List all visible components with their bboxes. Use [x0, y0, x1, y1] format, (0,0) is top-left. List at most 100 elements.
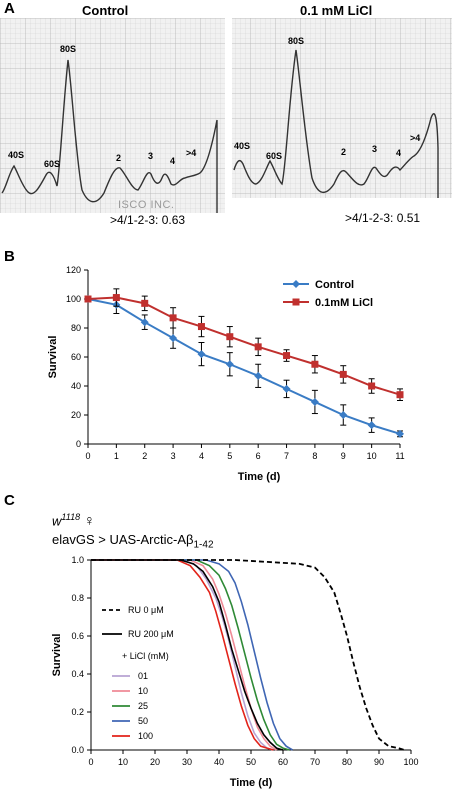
survival-curve-4 — [91, 559, 290, 751]
female-symbol: ♀ — [83, 512, 95, 530]
y-tick-label-b: 20 — [71, 410, 81, 420]
x-tick-label-b: 2 — [142, 451, 147, 461]
x-tick-label-b: 1 — [114, 451, 119, 461]
peak-label-2-control: 2 — [116, 153, 121, 163]
y-tick-label-b: 40 — [71, 381, 81, 391]
data-point — [112, 294, 120, 302]
x-tick-label-b: 11 — [395, 451, 404, 461]
legend-label-c: 01 — [138, 671, 148, 681]
y-tick-label-c: 0.2 — [71, 707, 84, 717]
y-axis-label-c: Survival — [51, 634, 63, 677]
y-tick-label-b: 120 — [66, 265, 81, 275]
legend-label: 0.1mM LiCl — [315, 297, 373, 309]
genotype-superscript: 1118 — [61, 512, 81, 522]
peak-label-4-control: 4 — [170, 156, 175, 166]
x-tick-label-c: 30 — [182, 757, 192, 767]
legend-header-c: + LiCl (mM) — [122, 651, 169, 661]
legend-label-c: 50 — [138, 716, 148, 726]
data-point — [311, 360, 319, 368]
panel-letter-c: C — [4, 492, 15, 509]
peak-label-gt4-control: >4 — [186, 148, 196, 158]
legend-label: Control — [315, 279, 354, 291]
series-line — [87, 296, 401, 396]
survival-chart-b: 0 20 40 60 80 100 120 0 1 2 3 4 5 6 7 8 9 10 11 Time (d) Sur… — [47, 265, 405, 483]
y-tick-label-c: 0.0 — [71, 745, 84, 755]
data-point — [254, 343, 262, 351]
peak-label-3-licl: 3 — [372, 144, 377, 154]
data-point — [367, 421, 376, 430]
y-tick-label-b: 80 — [71, 323, 81, 333]
x-tick-label-b: 3 — [171, 451, 176, 461]
survival-curve-3 — [91, 559, 278, 751]
peak-label-3-control: 3 — [148, 151, 153, 161]
data-point — [84, 295, 92, 303]
peak-label-4-licl: 4 — [396, 148, 401, 158]
legend-label-c: 10 — [138, 686, 148, 696]
legend-label-c: RU 0 μM — [128, 605, 164, 615]
survival-curve-1 — [91, 559, 284, 751]
peak-label-2-licl: 2 — [341, 147, 346, 157]
legend-marker — [292, 280, 300, 288]
data-point — [396, 429, 404, 438]
peak-label-40s-licl: 40S — [234, 141, 250, 151]
isco-watermark: ISCO INC. — [118, 199, 175, 211]
x-tick-label-c: 70 — [310, 757, 320, 767]
x-tick-label-c: 100 — [403, 757, 418, 767]
x-tick-label-c: 80 — [342, 757, 352, 767]
data-point — [169, 314, 177, 322]
profile-licl-title: 0.1 mM LiCl — [300, 3, 373, 18]
x-tick-label-b: 4 — [199, 451, 204, 461]
y-tick-label-b: 0 — [76, 439, 81, 449]
data-point — [339, 370, 347, 378]
ratio-control: >4/1-2-3: 0.63 — [110, 213, 186, 227]
peak-label-80s-licl: 80S — [288, 36, 304, 46]
peak-label-60s-control: 60S — [44, 159, 60, 169]
legend-label-c: 25 — [138, 701, 148, 711]
x-tick-label-c: 0 — [88, 757, 93, 767]
data-point — [283, 352, 291, 360]
x-tick-label-c: 60 — [278, 757, 288, 767]
peak-label-40s-control: 40S — [8, 150, 24, 160]
data-point — [368, 382, 376, 390]
panel-letter-a: A — [4, 0, 15, 17]
x-tick-label-c: 10 — [118, 757, 128, 767]
y-tick-label-b: 100 — [66, 294, 81, 304]
x-tick-label-c: 50 — [246, 757, 256, 767]
data-point — [169, 334, 178, 343]
data-point — [140, 318, 149, 327]
profile-control-title: Control — [82, 3, 129, 18]
polysome-profiles: 40S 60S 80S 2 3 4 >4 40S 60S 80S 2 3 4 >… — [0, 18, 452, 213]
data-point — [339, 411, 348, 419]
x-tick-label-b: 5 — [227, 451, 232, 461]
x-tick-label-c: 40 — [214, 757, 224, 767]
x-axis-label-b: Time (d) — [238, 471, 281, 483]
y-tick-label-c: 0.6 — [71, 631, 84, 641]
data-point — [310, 397, 319, 406]
survival-chart-c: 0.00.20.40.60.81.00 10 20 30 40 50 60 70 80 90 100… — [51, 555, 419, 789]
peak-label-80s-control: 80S — [60, 44, 76, 54]
genotype-subscript: 1-42 — [193, 539, 214, 551]
peak-label-gt4-licl: >4 — [410, 133, 420, 143]
y-tick-label-c: 0.8 — [71, 593, 84, 603]
series-b-0: Control — [84, 279, 404, 438]
y-tick-label-b: 60 — [71, 352, 81, 362]
genotype-base: w — [52, 513, 62, 529]
legend-label-c: 100 — [138, 731, 153, 741]
data-point — [282, 384, 291, 393]
survival-curve-0 — [91, 559, 405, 751]
data-point — [197, 323, 205, 331]
data-point — [197, 350, 206, 359]
panel-letter-b: B — [4, 248, 15, 265]
x-tick-label-b: 10 — [367, 451, 377, 461]
legend-marker — [292, 298, 300, 306]
trace-control — [1, 59, 218, 213]
data-point — [396, 391, 404, 399]
x-tick-label-b: 9 — [341, 451, 346, 461]
legend-label-c: RU 200 μM — [128, 629, 174, 639]
x-tick-label-b: 8 — [312, 451, 317, 461]
y-tick-label-c: 1.0 — [71, 555, 84, 565]
data-point — [226, 333, 234, 341]
y-axis-label-b: Survival — [47, 336, 59, 379]
trace-licl — [233, 49, 439, 198]
survival-curve-6 — [91, 559, 274, 751]
